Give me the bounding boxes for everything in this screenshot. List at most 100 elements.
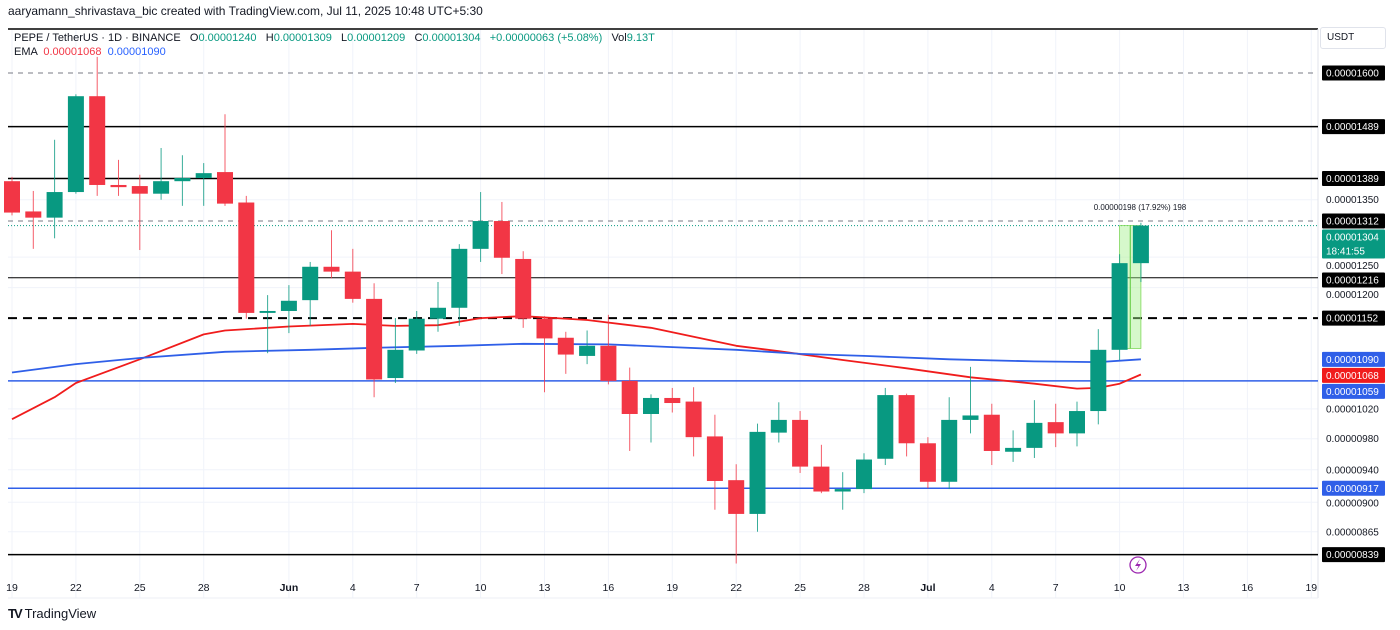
candle[interactable] — [1090, 329, 1107, 425]
candle[interactable] — [515, 251, 532, 328]
ema-fast-line[interactable] — [11, 315, 1142, 420]
candle-body — [685, 401, 702, 438]
candle[interactable] — [621, 367, 638, 451]
time-axis[interactable]: 19 22 25 28 Jun 4 7 10 13 16 19 22 25 28 Jul 4 7 10 13 16 19 — [6, 582, 1317, 594]
candle-body — [110, 184, 127, 188]
candle[interactable] — [579, 330, 596, 365]
candle[interactable] — [792, 411, 809, 473]
time-tick-label: 7 — [414, 582, 420, 594]
candle[interactable] — [451, 244, 468, 326]
candle[interactable] — [706, 414, 723, 510]
candle[interactable] — [962, 366, 979, 434]
candle[interactable] — [430, 282, 446, 332]
candle[interactable] — [280, 285, 297, 334]
price-tick-label: 0.00000900 — [1326, 498, 1379, 509]
candle[interactable] — [323, 230, 340, 279]
candle-body — [1047, 422, 1064, 434]
candle[interactable] — [664, 387, 681, 413]
candle[interactable] — [898, 393, 915, 457]
candle[interactable] — [217, 114, 233, 206]
measure-label: 0.00000198 (17.92%) 198 — [1094, 203, 1187, 212]
candle[interactable] — [536, 316, 553, 393]
ema-row[interactable]: EMA 0.00001068 0.00001090 — [14, 45, 655, 59]
candle[interactable] — [856, 453, 872, 494]
ema-lines — [11, 315, 1142, 420]
candle-body — [302, 266, 319, 301]
candle[interactable] — [749, 423, 766, 532]
candle-body — [493, 221, 510, 258]
level-price-label: 0.00001489 — [1326, 122, 1379, 133]
time-tick-label: 28 — [858, 582, 870, 594]
candle[interactable] — [131, 174, 148, 251]
candle[interactable] — [1026, 400, 1043, 458]
alert-icon[interactable] — [1129, 556, 1147, 574]
candle[interactable] — [983, 403, 1000, 466]
ema-slow-line[interactable] — [11, 342, 1141, 374]
candle[interactable] — [25, 190, 42, 249]
candle[interactable] — [344, 248, 361, 303]
candle[interactable] — [153, 147, 170, 200]
time-tick-label: 10 — [1114, 582, 1126, 594]
candle-body — [46, 192, 63, 218]
candle[interactable] — [387, 318, 404, 383]
candle[interactable] — [408, 310, 425, 354]
candle[interactable] — [89, 56, 106, 196]
current-price-label: 0.00001304 — [1326, 233, 1379, 244]
candle-body — [1069, 411, 1085, 434]
candles — [4, 56, 1149, 564]
candle[interactable] — [302, 261, 319, 326]
price-axis[interactable]: 0.00001600 0.00001489 0.00001389 0.00001350… — [1318, 48, 1398, 598]
candle[interactable] — [1005, 430, 1022, 462]
candle[interactable] — [472, 192, 489, 262]
candle[interactable] — [195, 163, 212, 206]
level-price-label-bg — [1322, 383, 1385, 399]
candle[interactable] — [493, 201, 510, 275]
candle[interactable] — [1132, 222, 1149, 283]
level-price-label: 0.00000917 — [1326, 484, 1379, 495]
candle[interactable] — [46, 139, 63, 239]
candle[interactable] — [1047, 403, 1064, 448]
candle-body — [834, 489, 851, 492]
candle[interactable] — [238, 195, 255, 319]
time-tick-label: 19 — [6, 582, 18, 594]
candle-body — [323, 266, 340, 272]
currency-button[interactable]: USDT — [1320, 27, 1386, 49]
candle-body — [238, 202, 255, 313]
price-tick-label: 0.00001200 — [1326, 290, 1379, 301]
candle[interactable] — [600, 314, 617, 385]
candle[interactable] — [877, 387, 894, 466]
level-price-label-bg — [1322, 310, 1385, 326]
candle[interactable] — [813, 444, 830, 494]
candle[interactable] — [919, 437, 936, 489]
candle[interactable] — [67, 94, 84, 194]
price-range-measure[interactable]: 0.00000198 (17.92%) 198 — [1094, 203, 1187, 349]
candle[interactable] — [1111, 254, 1128, 361]
candle[interactable] — [643, 394, 659, 443]
time-tick-label: Jul — [920, 582, 935, 594]
candle[interactable] — [110, 159, 127, 196]
symbol-legend: PEPE / TetherUS · 1D · BINANCE O0.000012… — [14, 31, 655, 59]
close-label: C — [414, 32, 423, 44]
candle[interactable] — [557, 331, 574, 374]
candle-body — [67, 96, 84, 193]
candle-body — [728, 480, 745, 514]
candle-body — [174, 177, 191, 182]
candle[interactable] — [259, 295, 276, 354]
candle[interactable] — [366, 283, 383, 398]
symbol-title[interactable]: PEPE / TetherUS · 1D · BINANCE — [14, 32, 181, 44]
candle-body — [877, 395, 894, 459]
candle[interactable] — [174, 155, 191, 206]
candle[interactable] — [1069, 401, 1085, 447]
tradingview-logo[interactable]: TV TradingView — [8, 606, 96, 621]
candle[interactable] — [941, 397, 958, 490]
candle-body — [515, 258, 532, 319]
candle[interactable] — [770, 402, 787, 443]
candle[interactable] — [685, 387, 702, 457]
candle[interactable] — [4, 176, 20, 216]
current-price-label-bg — [1322, 229, 1385, 259]
candle[interactable] — [834, 472, 851, 510]
time-tick-label: 25 — [134, 582, 146, 594]
candle[interactable] — [728, 464, 745, 564]
ema-price-label: 0.00001068 — [1326, 371, 1379, 382]
